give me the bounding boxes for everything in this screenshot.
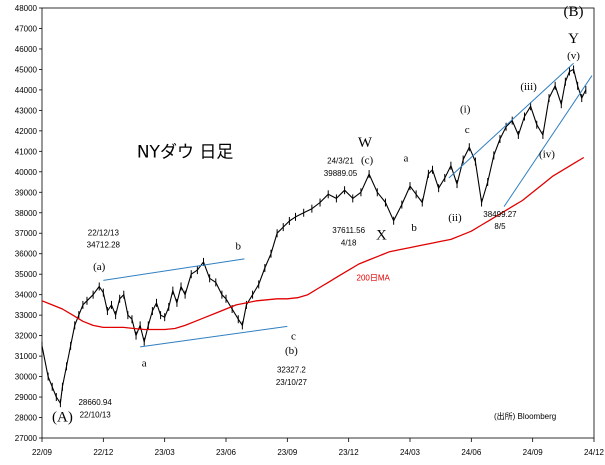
annotation-label: Y	[568, 31, 579, 47]
y-tick-label: 45000	[15, 65, 38, 74]
y-tick-label: 27000	[15, 434, 38, 443]
x-tick-label: 23/06	[216, 448, 237, 457]
y-tick-label: 30000	[15, 373, 38, 382]
y-tick-label: 37000	[15, 229, 38, 238]
y-tick-label: 40000	[15, 168, 38, 177]
y-tick-label: 33000	[15, 311, 38, 320]
series-layer	[41, 65, 587, 408]
y-axis: 27000 28000 29000 30000 31000 32000 33000 34000…	[15, 4, 42, 443]
annotation-label: (c)	[361, 155, 374, 167]
y-tick-label: 32000	[15, 332, 38, 341]
y-tick-label: 39000	[15, 188, 38, 197]
x-axis: 22/09 22/12 23/03 23/06 23/09 23/12 24/03 24/06…	[32, 438, 605, 457]
annotation-label: 22/10/13	[80, 411, 112, 420]
y-tick-label: 38000	[15, 209, 38, 218]
annotation-label: (ii)	[448, 212, 462, 224]
annotation-label: (b)	[285, 345, 298, 357]
annotation-label: c	[291, 331, 296, 343]
annotation-label: 24/3/21	[327, 157, 354, 166]
x-tick-label: 22/12	[93, 448, 114, 457]
y-tick-label: 44000	[15, 86, 38, 95]
annotation-label: 39889.05	[324, 169, 358, 178]
annotation-label: (iv)	[539, 148, 555, 160]
y-tick-label: 48000	[15, 4, 38, 13]
source-label: (出所) Bloomberg	[494, 411, 556, 421]
trendline	[503, 75, 593, 207]
annotation-label: c	[465, 124, 470, 136]
trendline	[103, 258, 245, 281]
annotation-label: 32327.2	[277, 365, 306, 374]
annotation-label: a	[403, 153, 408, 165]
x-tick-label: 24/03	[400, 448, 421, 457]
annotation-label: (i)	[460, 103, 471, 115]
annotation-label: (a)	[93, 261, 106, 273]
x-tick-label: 23/12	[339, 448, 360, 457]
annotation-label: 34712.28	[87, 241, 121, 250]
chart-title: NYダウ 日足	[137, 142, 234, 162]
annotation-label: (B)	[564, 4, 584, 20]
annotation-label: b	[236, 241, 242, 253]
y-tick-label: 42000	[15, 127, 38, 136]
y-tick-label: 47000	[15, 24, 38, 33]
annotation-layer: (A) 28660.94 22/10/13 22/12/13 34712.28 (a) a b…	[52, 4, 584, 425]
annotation-label: b	[411, 222, 417, 234]
y-tick-label: 31000	[15, 352, 38, 361]
annotation-label: 28660.94	[78, 398, 112, 407]
y-tick-label: 35000	[15, 270, 38, 279]
y-tick-label: 41000	[15, 147, 38, 156]
x-tick-label: 24/12	[584, 448, 605, 457]
trendline	[448, 62, 574, 179]
x-tick-label: 24/09	[523, 448, 544, 457]
annotation-label: 38499.27	[483, 210, 517, 219]
annotation-label: a	[142, 357, 147, 369]
y-tick-label: 46000	[15, 45, 38, 54]
plot-area	[41, 7, 595, 439]
annotation-label: (A)	[52, 410, 73, 426]
annotation-label: 4/18	[341, 239, 357, 248]
x-tick-label: 23/09	[277, 448, 298, 457]
y-tick-label: 43000	[15, 106, 38, 115]
annotation-label: W	[358, 135, 373, 151]
trendline-layer	[103, 62, 593, 348]
x-tick-label: 23/03	[155, 448, 176, 457]
annotation-label: (iii)	[520, 81, 537, 93]
annotation-label: (v)	[567, 50, 580, 62]
trendline	[140, 325, 288, 348]
x-tick-label: 22/09	[32, 448, 53, 457]
y-tick-label: 34000	[15, 291, 38, 300]
annotation-label: 37611.56	[332, 226, 365, 235]
annotation-label: 23/10/27	[276, 378, 308, 387]
annotation-label: 200日MA	[357, 273, 391, 282]
y-tick-label: 28000	[15, 414, 38, 423]
annotation-label: 8/5	[494, 222, 506, 231]
annotation-label: 22/12/13	[88, 228, 120, 237]
y-tick-label: 29000	[15, 393, 38, 402]
annotation-label: X	[376, 227, 387, 243]
series-ma200-line	[41, 156, 585, 331]
y-tick-label: 36000	[15, 250, 38, 259]
x-tick-label: 24/06	[461, 448, 482, 457]
